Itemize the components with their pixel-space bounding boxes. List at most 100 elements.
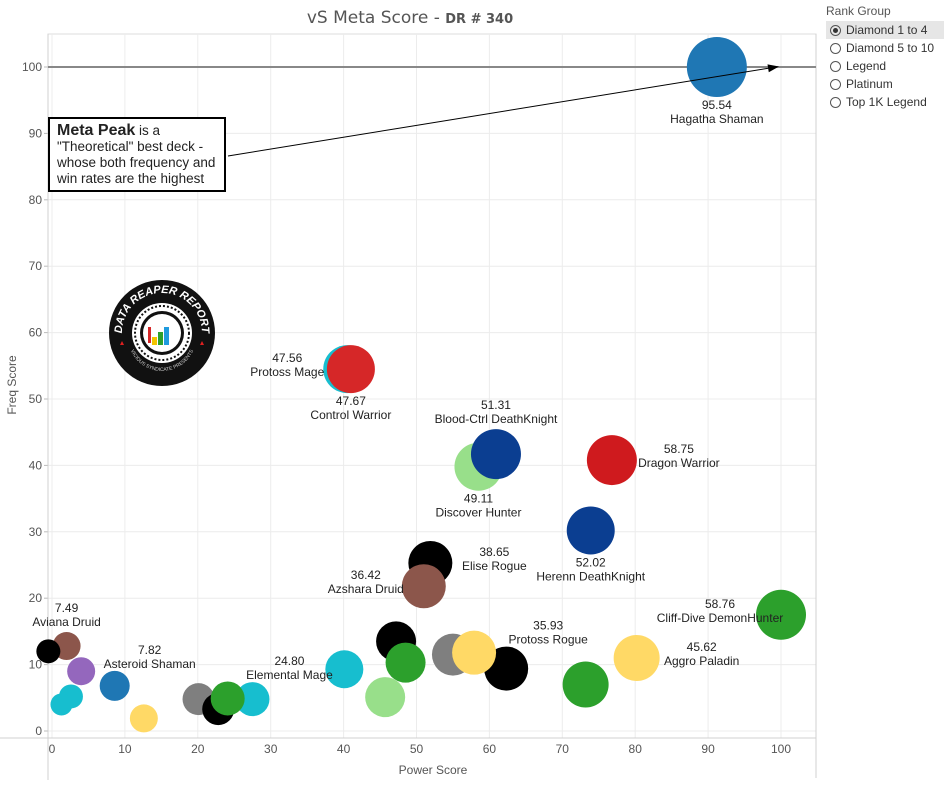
annotation-arrow [227, 67, 771, 157]
point-value-label: 45.62 [687, 640, 717, 654]
y-tick-label: 50 [29, 392, 43, 406]
point-name-label: Azshara Druid [328, 582, 404, 596]
data-point[interactable] [50, 693, 73, 716]
annotation-text-3: whose both frequency and [57, 155, 216, 170]
radio-unselected-icon[interactable] [830, 60, 841, 72]
point-name-label: Elise Rogue [462, 559, 527, 573]
point-name-label: Protoss Rogue [508, 633, 588, 647]
rank-group-option[interactable]: Platinum [826, 75, 944, 93]
radio-unselected-icon[interactable] [830, 42, 841, 54]
x-tick-label: 70 [556, 742, 570, 756]
y-tick-label: 40 [29, 458, 43, 472]
data-point[interactable] [325, 650, 364, 689]
x-tick-label: 80 [629, 742, 643, 756]
radio-unselected-icon[interactable] [830, 78, 841, 90]
point-value-label: 36.42 [351, 568, 381, 582]
data-point[interactable] [613, 634, 660, 681]
point-name-label: Herenn DeathKnight [536, 569, 645, 583]
data-point[interactable] [470, 429, 521, 480]
data-point[interactable] [326, 345, 375, 394]
point-name-label: Cliff-Dive DemonHunter [657, 611, 784, 625]
rank-group-title: Rank Group [826, 4, 891, 18]
y-tick-label: 20 [29, 591, 43, 605]
y-tick-label: 90 [29, 126, 43, 140]
point-name-label: Control Warrior [310, 408, 391, 422]
rank-group-option[interactable]: Top 1K Legend [826, 93, 944, 111]
point-value-label: 52.02 [576, 555, 606, 569]
x-tick-label: 50 [410, 742, 424, 756]
points [36, 37, 806, 733]
point-value-label: 49.11 [464, 492, 493, 506]
point-name-label: Protoss Mage [250, 365, 324, 379]
x-tick-label: 90 [701, 742, 715, 756]
y-tick-label: 80 [29, 193, 43, 207]
data-point[interactable] [452, 630, 497, 675]
data-point[interactable] [566, 506, 615, 555]
x-tick-label: 0 [49, 742, 56, 756]
point-value-label: 47.67 [336, 394, 366, 408]
rank-group-option-label: Legend [846, 59, 887, 73]
radio-unselected-icon[interactable] [830, 96, 841, 108]
point-value-label: 38.65 [479, 545, 509, 559]
point-value-label: 7.82 [138, 643, 162, 657]
data-point[interactable] [586, 435, 637, 486]
point-value-label: 7.49 [55, 601, 79, 615]
x-axis-label: Power Score [399, 763, 468, 777]
axes: 0 10 20 30 40 50 60 70 80 90 100 0 10 20 30 40 50 60 70 80 9… [0, 34, 817, 780]
data-point[interactable] [99, 670, 130, 701]
x-tick-label: 10 [118, 742, 132, 756]
chart-subtitle: DR # 340 [445, 12, 514, 27]
point-value-label: 35.93 [533, 619, 563, 633]
data-point[interactable] [210, 681, 245, 716]
x-tick-label: 60 [483, 742, 497, 756]
point-value-label: 58.75 [664, 442, 694, 456]
y-tick-label: 10 [29, 658, 43, 672]
rank-group-option-label: Top 1K Legend [846, 95, 927, 109]
point-name-label: Hagatha Shaman [670, 112, 763, 126]
meta-peak-annotation: Meta Peak is a "Theoretical" best deck -… [48, 117, 226, 192]
arrowhead-icon [767, 64, 779, 73]
rank-group-option[interactable]: Legend [826, 57, 944, 75]
point-name-label: Asteroid Shaman [104, 657, 196, 671]
x-tick-label: 100 [771, 742, 791, 756]
rank-group-filter: Rank Group Diamond 1 to 4 Diamond 5 to 10… [826, 4, 944, 111]
radio-selected-icon[interactable] [830, 24, 841, 36]
x-tick-label: 30 [264, 742, 278, 756]
point-name-label: Aggro Paladin [664, 654, 739, 668]
point-name-label: Dragon Warrior [638, 456, 720, 470]
annotation-text-4: win rates are the highest [57, 171, 205, 186]
data-point[interactable] [365, 677, 406, 718]
y-tick-label: 70 [29, 259, 43, 273]
x-tick-label: 40 [337, 742, 351, 756]
y-tick-label: 30 [29, 525, 43, 539]
data-point[interactable] [235, 682, 270, 717]
chart-title: vS Meta Score - DR # 340 [306, 8, 514, 28]
point-value-label: 24.80 [274, 654, 304, 668]
point-name-label: Aviana Druid [32, 615, 100, 629]
y-tick-label: 100 [22, 60, 42, 74]
data-point[interactable] [67, 657, 96, 686]
data-point[interactable] [562, 661, 609, 708]
rank-group-option[interactable]: Diamond 1 to 4 [826, 21, 944, 39]
data-reaper-report-logo: DATA REAPER REPORT VICIOUS SYNDICATE PRE… [109, 280, 215, 386]
data-point[interactable] [36, 639, 61, 664]
rank-group-option-label: Platinum [846, 77, 893, 91]
point-name-label: Elemental Mage [246, 668, 333, 682]
rank-group-option[interactable]: Diamond 5 to 10 [826, 39, 944, 57]
x-tick-label: 20 [191, 742, 205, 756]
data-point[interactable] [129, 704, 158, 733]
data-point[interactable] [401, 564, 446, 609]
point-name-label: Blood-Ctrl DeathKnight [435, 412, 558, 426]
point-name-label: Discover Hunter [435, 506, 521, 520]
y-tick-label: 60 [29, 326, 43, 340]
point-value-label: 58.76 [705, 597, 735, 611]
y-axis-label: Freq Score [5, 355, 19, 415]
data-point[interactable] [686, 37, 747, 97]
y-tick-label: 0 [35, 724, 42, 738]
data-point[interactable] [756, 589, 806, 640]
data-point[interactable] [385, 642, 426, 683]
rank-group-option-label: Diamond 5 to 10 [846, 41, 935, 55]
point-value-label: 51.31 [481, 398, 511, 412]
point-value-label: 47.56 [272, 351, 302, 365]
